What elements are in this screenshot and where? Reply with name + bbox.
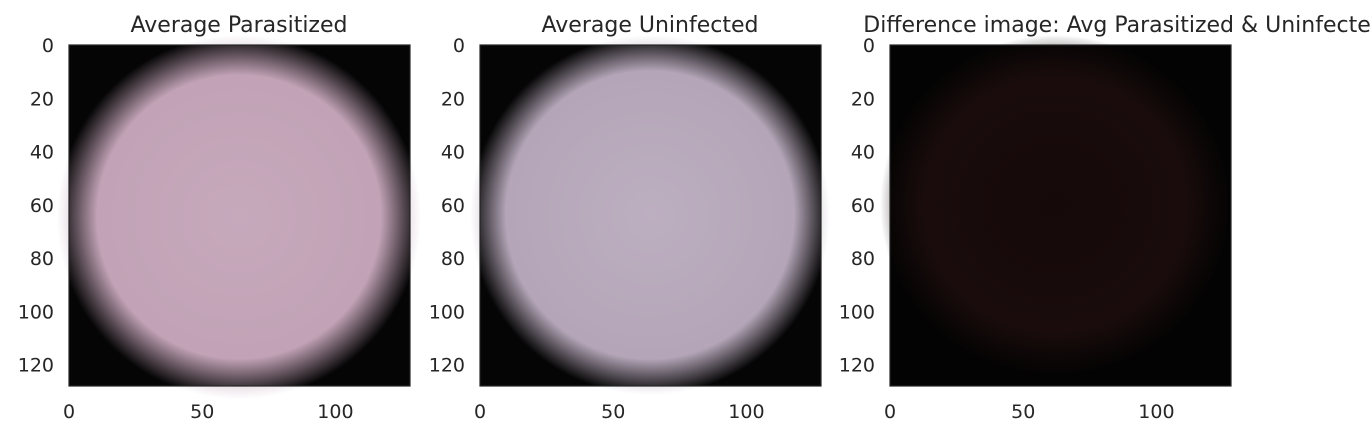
y-tick-label: 60 (851, 195, 875, 217)
y-tick-label: 120 (18, 355, 54, 377)
x-axis: 0 50 100 (474, 401, 765, 423)
y-tick-label: 20 (30, 88, 54, 110)
cell-blob (470, 35, 830, 395)
x-tick-label: 0 (63, 401, 75, 423)
panel-difference-image: Difference image: Avg Parasitized & Unin… (839, 13, 1372, 423)
cell-blob (57, 35, 421, 399)
y-tick-label: 20 (851, 88, 875, 110)
difference-blob (880, 35, 1230, 375)
y-tick-label: 120 (839, 355, 875, 377)
x-tick-label: 50 (601, 401, 625, 423)
y-tick-label: 120 (429, 355, 465, 377)
x-tick-label: 0 (474, 401, 486, 423)
y-tick-label: 0 (863, 35, 875, 57)
y-tick-label: 0 (453, 35, 465, 57)
y-axis: 0 20 40 60 80 100 120 (839, 35, 875, 377)
y-tick-label: 40 (851, 142, 875, 164)
y-axis: 0 20 40 60 80 100 120 (429, 35, 465, 377)
panel-title: Average Parasitized (131, 13, 348, 38)
x-tick-label: 50 (1011, 401, 1035, 423)
y-tick-label: 100 (429, 301, 465, 323)
y-tick-label: 60 (30, 195, 54, 217)
y-tick-label: 20 (441, 88, 465, 110)
y-tick-label: 0 (42, 35, 54, 57)
panel-average-parasitized: Average Parasitized 0 20 40 60 80 100 120 0 50 1… (18, 13, 421, 423)
y-tick-label: 60 (441, 195, 465, 217)
y-tick-label: 100 (839, 301, 875, 323)
x-tick-label: 0 (884, 401, 896, 423)
y-tick-label: 80 (441, 248, 465, 270)
panel-title: Average Uninfected (542, 13, 759, 38)
x-tick-label: 50 (190, 401, 214, 423)
x-axis: 0 50 100 (884, 401, 1175, 423)
y-tick-label: 80 (30, 248, 54, 270)
panel-average-uninfected: Average Uninfected 0 20 40 60 80 100 120 0 50 10… (429, 13, 830, 423)
y-tick-label: 100 (18, 301, 54, 323)
axes-frame (479, 44, 822, 387)
y-axis: 0 20 40 60 80 100 120 (18, 35, 54, 377)
x-tick-label: 100 (728, 401, 764, 423)
axes-frame (889, 44, 1232, 387)
y-tick-label: 40 (441, 142, 465, 164)
y-tick-label: 80 (851, 248, 875, 270)
x-tick-label: 100 (317, 401, 353, 423)
panel-title: Difference image: Avg Parasitized & Unin… (863, 13, 1372, 38)
axes-frame (68, 44, 411, 387)
x-tick-label: 100 (1138, 401, 1174, 423)
x-axis: 0 50 100 (63, 401, 354, 423)
y-tick-label: 40 (30, 142, 54, 164)
